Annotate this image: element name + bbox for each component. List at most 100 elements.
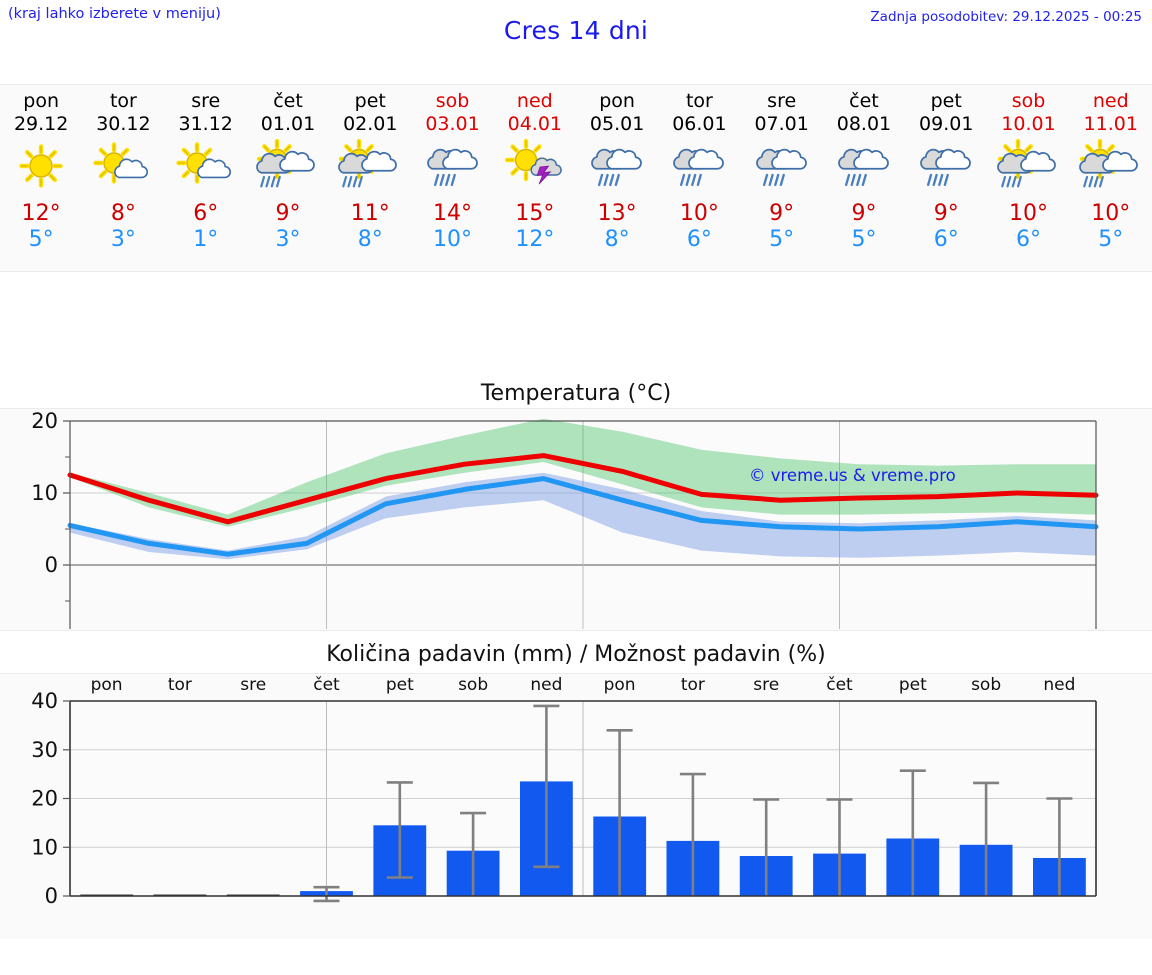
low-temperature: 5° xyxy=(769,227,795,252)
day-forecast-cell[interactable]: čet 01.01 9° 3° xyxy=(247,85,329,271)
page-header: (kraj lahko izberete v meniju) Cres 14 d… xyxy=(0,0,1152,68)
svg-text:sob: sob xyxy=(971,675,1001,695)
cloud-rain-icon xyxy=(920,148,972,187)
day-date-label: 08.01 xyxy=(836,113,892,135)
sun-icon xyxy=(19,144,63,188)
precipitation-plot-area: pon tor sre čet pet sob ned pon tor sre čet pet sob n… xyxy=(0,673,1152,939)
svg-text:čet: čet xyxy=(313,675,340,695)
precipitation-svg: pon tor sre čet pet sob ned pon tor sre čet pet sob n… xyxy=(31,675,1097,908)
day-date-label: 01.01 xyxy=(260,113,316,135)
day-of-week-label: ned xyxy=(516,90,553,112)
svg-text:ned: ned xyxy=(530,675,562,695)
day-of-week-label: pet xyxy=(354,90,386,112)
day-of-week-label: tor xyxy=(109,90,137,112)
day-date-label: 30.12 xyxy=(96,113,151,135)
day-forecast-cell[interactable]: tor 06.01 10° 6° xyxy=(658,85,740,271)
low-temperature: 6° xyxy=(1016,227,1042,252)
svg-text:pet: pet xyxy=(899,675,927,695)
day-date-label: 07.01 xyxy=(754,113,809,135)
high-temperature: 6° xyxy=(193,201,219,226)
day-of-week-label: čet xyxy=(849,90,879,112)
menu-hint-text: (kraj lahko izberete v meniju) xyxy=(8,6,221,22)
sun-cloud-rain-icon xyxy=(996,139,1056,188)
svg-text:čet: čet xyxy=(826,675,853,695)
svg-text:10: 10 xyxy=(31,481,58,505)
day-forecast-cell[interactable]: pon 05.01 13° 8° xyxy=(576,85,658,271)
low-temperature: 6° xyxy=(686,227,712,252)
temperature-chart-title: Temperatura (°C) xyxy=(480,381,672,406)
low-temperature: 6° xyxy=(933,227,959,252)
high-temperature: 12° xyxy=(21,201,61,226)
temperature-svg: 0 10 20 xyxy=(31,409,1099,629)
day-of-week-label: pet xyxy=(930,90,962,112)
high-temperature: 10° xyxy=(1091,201,1131,226)
high-temperature: 8° xyxy=(110,201,136,226)
last-update-text: Zadnja posodobitev: 29.12.2025 - 00:25 xyxy=(870,9,1142,25)
svg-text:ned: ned xyxy=(1043,675,1075,695)
day-forecast-cell[interactable]: sob 10.01 10° 6° xyxy=(987,85,1069,271)
svg-text:40: 40 xyxy=(31,689,58,713)
svg-text:sre: sre xyxy=(240,675,266,695)
low-temperature: 5° xyxy=(851,227,877,252)
sun-cloud-icon xyxy=(176,142,231,184)
day-date-label: 10.01 xyxy=(1001,113,1056,135)
day-of-week-label: sre xyxy=(767,90,797,112)
day-forecast-cell[interactable]: pet 09.01 9° 6° xyxy=(905,85,987,271)
precipitation-chart-title: Količina padavin (mm) / Možnost padavin … xyxy=(326,642,826,667)
day-forecast-cell[interactable]: sre 31.12 6° 1° xyxy=(165,85,247,271)
day-forecast-cell[interactable]: tor 30.12 8° 3° xyxy=(82,85,164,271)
high-temperature: 10° xyxy=(1009,201,1049,226)
day-of-week-label: pon xyxy=(599,90,635,112)
low-temperature: 1° xyxy=(193,227,219,252)
svg-text:20: 20 xyxy=(31,787,58,811)
sun-cloud-rain-icon xyxy=(1078,139,1138,188)
high-temperature: 15° xyxy=(515,201,555,226)
day-date-label: 29.12 xyxy=(13,113,69,135)
low-temperature: 8° xyxy=(357,227,383,252)
day-date-label: 11.01 xyxy=(1083,113,1138,135)
svg-text:sob: sob xyxy=(458,675,488,695)
temperature-chart-section: Temperatura (°C) 0 10 20 xyxy=(0,381,1152,631)
day-forecast-cell[interactable]: ned 11.01 10° 5° xyxy=(1070,85,1152,271)
day-forecast-cell[interactable]: ned 04.01 15° 12° xyxy=(494,85,576,271)
sun-cloud-icon xyxy=(93,142,149,184)
svg-text:pon: pon xyxy=(91,675,123,695)
day-of-week-label: tor xyxy=(685,90,713,112)
cloud-rain-icon xyxy=(426,148,478,187)
day-forecast-cell[interactable]: sre 07.01 9° 5° xyxy=(741,85,823,271)
low-temperature: 12° xyxy=(515,227,555,252)
svg-text:sre: sre xyxy=(753,675,779,695)
day-forecast-cell[interactable]: čet 08.01 9° 5° xyxy=(823,85,905,271)
copyright-notice: © vreme.us & vreme.pro xyxy=(749,466,956,485)
svg-text:20: 20 xyxy=(31,409,58,433)
svg-text:0: 0 xyxy=(45,884,58,908)
svg-text:tor: tor xyxy=(168,675,192,695)
day-of-week-label: sob xyxy=(1011,90,1046,112)
cloud-rain-icon xyxy=(755,148,807,187)
svg-text:10: 10 xyxy=(31,835,58,859)
cloud-rain-icon xyxy=(673,148,725,187)
day-date-label: 02.01 xyxy=(343,113,398,135)
day-forecast-cell[interactable]: pet 02.01 11° 8° xyxy=(329,85,411,271)
daily-forecast-strip: pon 29.12 12° 5° tor 30.12 8° 3° sre 31.12 6° 1° čet… xyxy=(0,84,1152,272)
high-temperature: 9° xyxy=(851,201,877,226)
high-temperature: 10° xyxy=(679,201,719,226)
sun-thunder-icon xyxy=(504,139,562,185)
day-of-week-label: sre xyxy=(191,90,221,112)
low-temperature: 5° xyxy=(28,227,54,252)
sun-cloud-rain-icon xyxy=(338,139,398,188)
day-forecast-cell[interactable]: pon 29.12 12° 5° xyxy=(0,85,82,271)
svg-text:30: 30 xyxy=(31,738,58,762)
temperature-plot-area: 0 10 20 xyxy=(0,408,1152,631)
low-temperature: 10° xyxy=(433,227,473,252)
svg-text:0: 0 xyxy=(45,553,58,577)
day-forecast-cell[interactable]: sob 03.01 14° 10° xyxy=(411,85,493,271)
day-of-week-label: čet xyxy=(273,90,303,112)
day-date-label: 04.01 xyxy=(507,113,563,135)
cloud-rain-icon xyxy=(838,148,889,187)
day-of-week-label: sob xyxy=(435,90,470,112)
high-temperature: 9° xyxy=(275,201,301,226)
low-temperature: 5° xyxy=(1098,227,1124,252)
svg-text:pon: pon xyxy=(604,675,636,695)
low-temperature: 3° xyxy=(110,227,136,252)
